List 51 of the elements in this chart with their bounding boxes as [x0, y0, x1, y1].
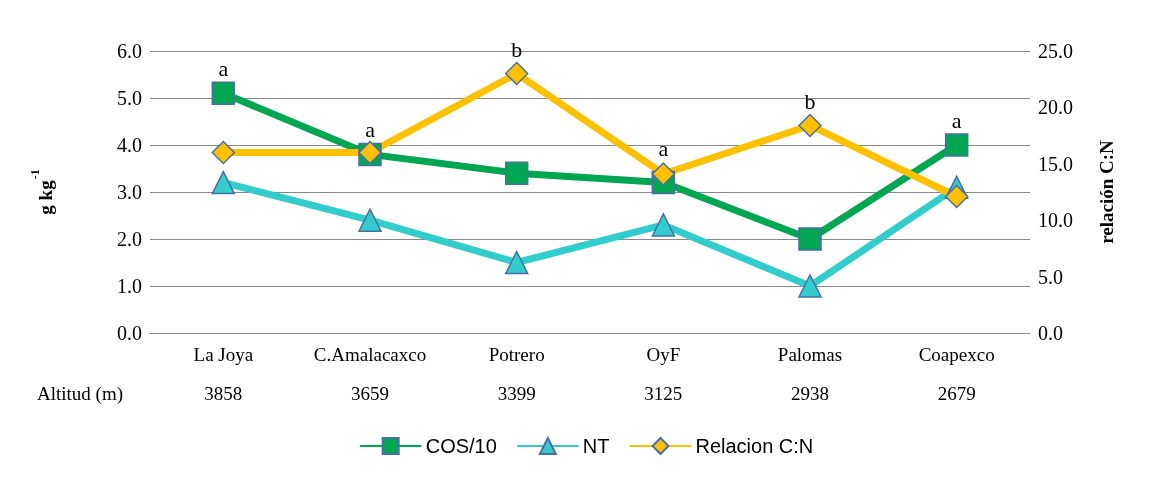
x-tick-label: C.Amalacaxco	[313, 344, 427, 365]
point	[798, 227, 822, 251]
y-tick-label: 5.0	[117, 87, 142, 109]
point	[798, 274, 822, 298]
y-tick-label: 2.0	[117, 228, 142, 250]
y-axis-title: g kg-1	[28, 169, 56, 215]
y2-tick-label: 0.0	[1038, 322, 1063, 344]
x-tick-label: Coapexco	[918, 344, 995, 365]
point	[504, 61, 529, 86]
x-tick-label: OyF	[646, 344, 681, 365]
legend-label: Relacion C:N	[695, 435, 814, 457]
point	[944, 133, 969, 157]
point	[944, 184, 969, 209]
annotation: b	[804, 88, 816, 114]
text: Altitud (m)	[36, 382, 124, 405]
x-tick-label: Potrero	[488, 344, 545, 365]
text: 3125	[644, 382, 683, 404]
text: 3399	[497, 382, 536, 404]
annotation: a	[365, 116, 376, 142]
point	[798, 113, 822, 138]
y-tick-label: 4.0	[117, 134, 142, 156]
point	[651, 162, 676, 186]
text: 2938	[791, 382, 829, 404]
annotation: a	[658, 135, 669, 161]
y-tick-label: 6.0	[117, 40, 142, 62]
point	[211, 140, 236, 165]
text: 2679	[937, 382, 976, 404]
x-tick-label: Palomas	[777, 344, 843, 365]
point	[358, 208, 382, 232]
point	[504, 250, 529, 275]
legend-label: COS/10	[425, 435, 497, 457]
text: 3858	[204, 382, 243, 404]
y2-tick-label: 10.0	[1038, 209, 1073, 232]
point	[211, 170, 236, 195]
y2-tick-label: 15.0	[1038, 152, 1073, 175]
y-tick-label: 3.0	[117, 181, 142, 203]
point	[504, 161, 529, 185]
y2-tick-label: 25.0	[1038, 40, 1073, 62]
point	[211, 81, 236, 106]
y2-axis-title: relación C:N	[1096, 139, 1117, 244]
text: 3659	[351, 382, 389, 404]
y-tick-label: 1.0	[117, 275, 142, 297]
y2-tick-label: 20.0	[1038, 96, 1073, 119]
point	[651, 213, 676, 237]
y2-tick-label: 5.0	[1038, 265, 1063, 288]
annotation: a	[951, 107, 962, 133]
annotation: a	[218, 55, 229, 81]
annotation: b	[511, 37, 523, 62]
y-tick-label: 0.0	[117, 322, 142, 344]
legend-label: NT	[582, 435, 610, 457]
x-tick-label: La Joya	[193, 344, 254, 365]
